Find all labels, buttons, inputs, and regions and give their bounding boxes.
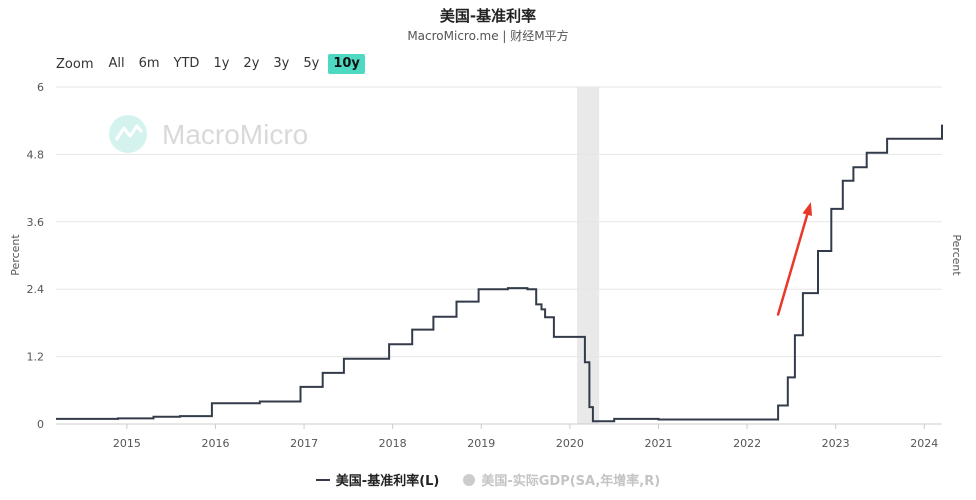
watermark-text: MacroMicro	[162, 119, 308, 150]
range-button-6m[interactable]: 6m	[138, 56, 160, 71]
y-axis-label-right: Percent	[950, 234, 963, 276]
x-tick-label: 2018	[379, 437, 407, 450]
x-tick-label: 2022	[733, 437, 761, 450]
legend: 美国-基准利率(L) 美国-实际GDP(SA,年增率,R)	[0, 470, 976, 489]
axis-layer: 0 1.2 2.4 3.6 4.8 6 2015 2016 2017 2018 2019 2020 20…	[27, 81, 942, 450]
range-button-5y[interactable]: 5y	[303, 56, 320, 71]
range-button-10y[interactable]: 10y	[328, 54, 365, 74]
x-tick-label: 2024	[910, 437, 938, 450]
range-button-2y[interactable]: 2y	[243, 56, 260, 71]
watermark: MacroMicro	[109, 115, 308, 153]
recession-band	[576, 87, 600, 424]
y-tick-label: 4.8	[27, 148, 45, 161]
range-button-3y[interactable]: 3y	[273, 56, 290, 71]
watermark-logo-mark	[114, 124, 144, 141]
legend-line-swatch	[315, 478, 330, 481]
series-line	[56, 124, 943, 423]
x-tick-label: 2016	[201, 437, 229, 450]
x-tick-label: 2023	[822, 437, 850, 450]
y-axis-label-left: Percent	[9, 234, 22, 276]
legend-label: 美国-基准利率(L)	[335, 474, 440, 489]
zoom-label: Zoom	[56, 56, 94, 72]
x-tick-label: 2015	[113, 437, 141, 450]
range-button-1y[interactable]: 1y	[213, 56, 230, 71]
chart-title: 美国-基准利率	[439, 7, 537, 25]
x-tick-label: 2020	[556, 437, 584, 450]
chart-canvas: MacroMicro 0 1.2 2.4 3.6 4.8 6 2015 2016 2017 201…	[9, 81, 963, 450]
legend-dot-swatch	[463, 473, 476, 486]
legend-item-fed-rate[interactable]: 美国-基准利率(L)	[315, 470, 440, 489]
y-tick-label: 6	[37, 81, 44, 94]
y-tick-label: 0	[37, 418, 44, 431]
range-selector: Zoom All 6m YTD 1y 2y 3y 5y 10y	[56, 54, 365, 74]
series-layer	[56, 124, 943, 423]
range-button-all[interactable]: All	[108, 56, 125, 71]
y-tick-label: 3.6	[27, 216, 45, 229]
annotation-layer	[776, 202, 813, 316]
range-button-ytd[interactable]: YTD	[173, 56, 200, 71]
legend-item-real-gdp[interactable]: 美国-实际GDP(SA,年增率,R)	[463, 470, 660, 489]
x-tick-label: 2021	[644, 437, 672, 450]
y-tick-label: 2.4	[27, 283, 45, 296]
y-tick-label: 1.2	[27, 351, 45, 364]
annotation-arrow-head-icon	[802, 202, 813, 217]
x-tick-label: 2019	[467, 437, 495, 450]
recession-band-layer	[576, 87, 600, 424]
chart-subtitle: MacroMicro.me | 财经M平方	[407, 29, 569, 43]
x-tick-label: 2017	[290, 437, 318, 450]
legend-label: 美国-实际GDP(SA,年增率,R)	[481, 474, 661, 489]
annotation-arrow-shaft	[776, 213, 809, 316]
